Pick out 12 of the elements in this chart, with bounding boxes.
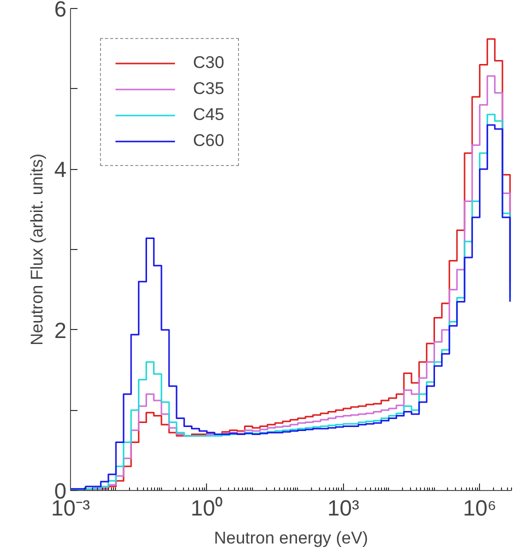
y-axis-title: Neutron Flux (arbit. units) bbox=[27, 154, 46, 346]
x-tick-label: 10⁶ bbox=[462, 496, 496, 520]
legend-label: C60 bbox=[193, 131, 224, 151]
legend-label: C45 bbox=[193, 105, 224, 125]
x-tick-label: 10³ bbox=[327, 496, 360, 520]
legend-label: C30 bbox=[193, 53, 224, 73]
y-tick-label: 4 bbox=[54, 157, 67, 182]
x-axis-title: Neutron energy (eV) bbox=[214, 528, 368, 548]
y-tick-label: 6 bbox=[54, 0, 67, 22]
x-tick-label: 10⁰ bbox=[190, 496, 224, 520]
legend-label: C35 bbox=[193, 79, 224, 99]
y-tick-label: 2 bbox=[54, 318, 67, 343]
